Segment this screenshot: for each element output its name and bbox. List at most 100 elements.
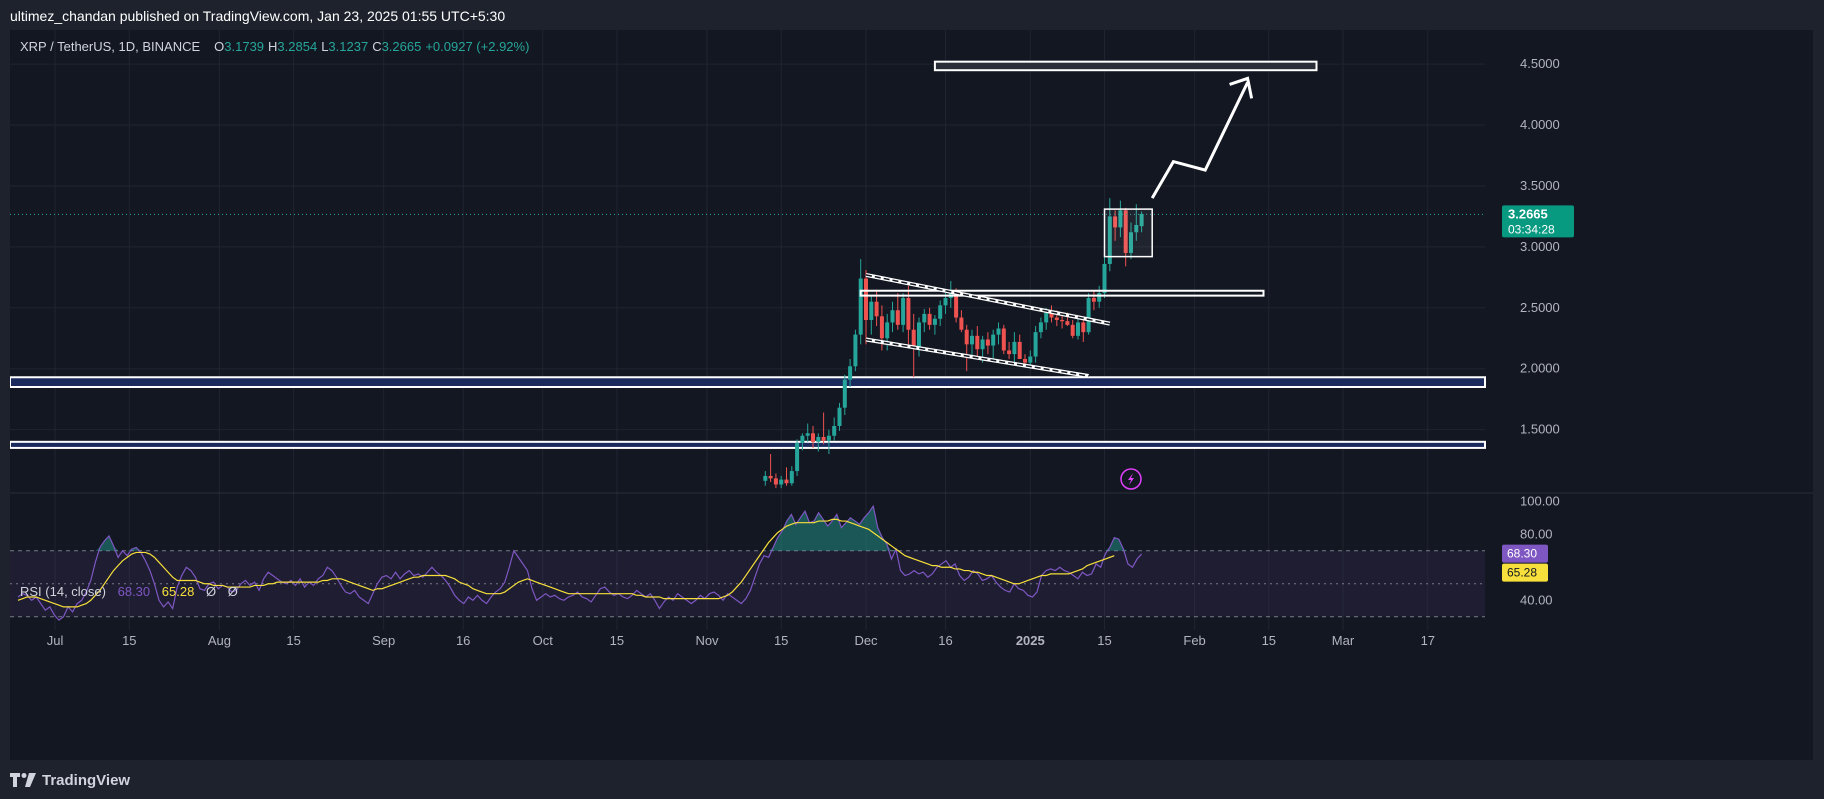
candle [805, 423, 810, 442]
candle [826, 429, 831, 455]
candle [789, 466, 794, 486]
x-tick-label: Nov [695, 633, 719, 648]
candle-body [1134, 224, 1139, 233]
candle-body [954, 293, 959, 318]
price-tick-label: 1.5000 [1520, 422, 1560, 437]
lightning-icon [1128, 473, 1134, 485]
candle [869, 295, 874, 335]
support-zone-upper [10, 376, 1486, 388]
candle [1129, 222, 1133, 260]
open-key: O [214, 39, 225, 54]
candle-body [1012, 341, 1017, 355]
candle [970, 329, 974, 357]
candle-body [784, 479, 789, 484]
candle [1076, 317, 1080, 340]
candle [800, 433, 805, 451]
candle-body [858, 278, 863, 335]
candle-body [1107, 216, 1112, 264]
candle-body [763, 475, 768, 481]
price-tick-label: 2.5000 [1520, 300, 1560, 315]
candle-body [879, 316, 884, 339]
channel-lower-line-dash [865, 338, 1089, 377]
candle [811, 425, 815, 448]
rsi-ma-badge-bg [1502, 563, 1548, 582]
rsi-tick-label: 100.00 [1520, 493, 1560, 508]
low-key: L [321, 39, 329, 54]
low-value: 3.1237 [328, 39, 369, 54]
rsi-ma-value: 65.28 [161, 584, 195, 599]
rsi-name: RSI (14, close) [20, 584, 106, 599]
candle-body [1054, 317, 1059, 320]
candle [922, 309, 927, 333]
candle [890, 301, 895, 333]
candle [1017, 334, 1022, 359]
x-tick-label: Jul [47, 633, 64, 648]
projection-arrowhead [1229, 76, 1254, 99]
rsi-tick-label: 80.00 [1520, 526, 1553, 541]
rsi-ma-line [17, 518, 1115, 608]
x-tick-label: 15 [1097, 633, 1111, 648]
candle [779, 475, 784, 489]
x-tick-label: Aug [208, 633, 231, 648]
drawing-zones [10, 376, 1486, 449]
candle-body [906, 298, 911, 330]
price-tick-label: 3.5000 [1520, 178, 1560, 193]
candle-body [805, 433, 810, 436]
candle [938, 300, 943, 327]
candle-body [885, 322, 890, 339]
candle [1139, 211, 1144, 233]
candle-body [890, 310, 895, 323]
candle [816, 433, 821, 452]
candle [975, 326, 980, 357]
candle-body [1060, 319, 1065, 322]
candle [917, 317, 921, 357]
candle-body [800, 435, 805, 444]
candle-body [826, 435, 831, 441]
candle [837, 402, 842, 431]
candle [1118, 200, 1123, 238]
rsi-badge-value: 68.30 [1507, 547, 1537, 561]
footer-brand-text: TradingView [42, 771, 131, 789]
x-tick-label: Mar [1332, 633, 1355, 648]
breakout-box [1103, 208, 1153, 258]
candle [1081, 317, 1086, 342]
rsi-option-2: Ø [227, 584, 238, 599]
candle-body [1023, 358, 1027, 363]
candle-body [816, 436, 821, 442]
price-chart-svg[interactable]: Jul 15 Aug 15 Sep 16 Oct 15 Nov 15 Dec 16 2025 15 Feb 1… [10, 30, 1813, 760]
candle-body [1086, 298, 1091, 333]
candle-body [1123, 210, 1128, 253]
candle [1060, 313, 1065, 329]
candle-body [911, 329, 916, 349]
event-marker-icon [1120, 468, 1142, 490]
rsi-pane[interactable] [10, 504, 1485, 621]
candle-body [985, 339, 990, 346]
candle [964, 324, 969, 372]
candle-body [964, 329, 969, 345]
candle-body [864, 278, 868, 320]
candle [948, 280, 953, 308]
support-zone-lower [10, 440, 1486, 449]
candle-body [848, 366, 853, 380]
candle-body [1129, 232, 1133, 253]
price-tick-label: 2.0000 [1520, 361, 1560, 376]
candle [1091, 290, 1096, 311]
candle [1070, 319, 1075, 339]
last-price-badge-bg [1502, 205, 1574, 238]
candle [1001, 324, 1006, 355]
candle-body [901, 298, 906, 325]
footer-brand[interactable]: TradingView [10, 768, 130, 792]
candle-body [1097, 293, 1102, 302]
high-key: H [268, 39, 278, 54]
x-tick-label: 17 [1421, 633, 1435, 648]
candle-body [991, 334, 996, 346]
candle [763, 471, 768, 486]
candle [842, 374, 847, 416]
candle-body [842, 379, 847, 408]
rsi-badge-bg [1502, 544, 1548, 563]
candle-body [970, 335, 974, 345]
candle-body [1033, 332, 1038, 357]
candle-body [959, 317, 964, 330]
candle [821, 412, 826, 445]
